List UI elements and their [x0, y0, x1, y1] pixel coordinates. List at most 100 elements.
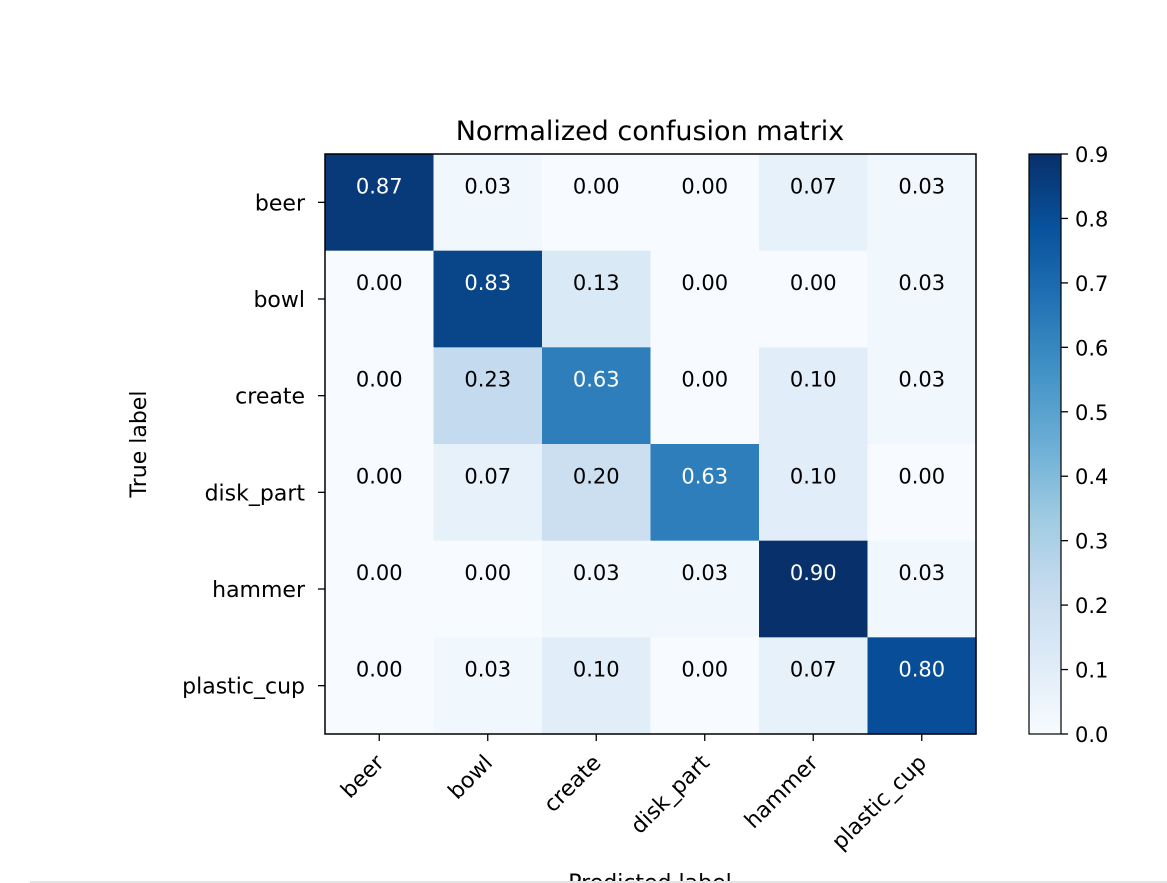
heatmap-cell-disk-part-beer	[325, 444, 435, 542]
colorbar-tick-label: 0.8	[1075, 207, 1108, 231]
colorbar-tick-label: 0.9	[1075, 143, 1108, 167]
heatmap-cell-plastic-cup-create	[542, 637, 652, 735]
heatmap-cell-bowl-disk-part	[650, 250, 760, 348]
cell-value-label: 0.00	[356, 658, 403, 682]
y-tick-label: disk_part	[205, 481, 306, 506]
cell-value-label: 0.07	[464, 464, 511, 488]
y-tick-label: create	[235, 385, 305, 410]
cell-value-label: 0.03	[464, 658, 511, 682]
heatmap-cell-bowl-create	[542, 250, 652, 348]
heatmap-cell-plastic-cup-hammer	[759, 637, 869, 735]
colorbar-tick-label: 0.0	[1075, 723, 1108, 747]
colorbar-tick-label: 0.1	[1075, 659, 1108, 683]
cell-value-label: 0.20	[573, 464, 620, 488]
y-tick-label: hammer	[212, 578, 306, 603]
x-tick-label: plastic_cup	[827, 751, 932, 856]
colorbar-tick-label: 0.5	[1075, 401, 1108, 425]
cell-value-label: 0.00	[573, 174, 620, 198]
cell-value-label: 0.03	[898, 271, 945, 295]
heatmap-cell-create-beer	[325, 347, 435, 445]
heatmap-cell-beer-beer	[325, 154, 435, 252]
heatmap-cell-beer-plastic-cup	[867, 154, 977, 252]
x-axis-label: Predicted label	[568, 871, 731, 883]
heatmap-cell-create-create	[542, 347, 652, 445]
x-tick-label: hammer	[740, 750, 824, 834]
heatmap-cell-beer-create	[542, 154, 652, 252]
cell-value-label: 0.07	[790, 174, 837, 198]
cell-value-label: 0.03	[681, 561, 728, 585]
heatmap-cell-labels: 0.87 0.03 0.00 0.00 0.07 0.03 0.00 0.83 0.13 0.00…	[356, 174, 945, 681]
cell-value-label: 0.23	[464, 368, 511, 392]
cell-value-label: 0.03	[898, 174, 945, 198]
cell-value-label: 0.03	[464, 174, 511, 198]
cell-value-label: 0.07	[790, 658, 837, 682]
cell-value-label: 0.00	[681, 174, 728, 198]
x-axis-ticks: beer bowl create disk_part hammer plastic_cup	[336, 734, 932, 855]
cell-value-label: 0.03	[573, 561, 620, 585]
heatmap-cell-beer-hammer	[759, 154, 869, 252]
heatmap-cell-plastic-cup-bowl	[433, 637, 543, 735]
cell-value-label: 0.03	[898, 561, 945, 585]
cell-value-label: 0.83	[464, 271, 511, 295]
heatmap-cell-hammer-create	[542, 540, 652, 638]
heatmap-cell-disk-part-create	[542, 444, 652, 542]
cell-value-label: 0.03	[898, 368, 945, 392]
heatmap-cell-disk-part-plastic-cup	[867, 444, 977, 542]
cell-value-label: 0.00	[681, 658, 728, 682]
colorbar	[1028, 153, 1062, 735]
cell-value-label: 0.00	[790, 271, 837, 295]
cell-value-label: 0.00	[681, 271, 728, 295]
x-tick-label: create	[539, 751, 606, 818]
cell-value-label: 0.10	[573, 658, 620, 682]
cell-value-label: 0.63	[573, 368, 620, 392]
cell-value-label: 0.00	[356, 464, 403, 488]
heatmap-cell-create-hammer	[759, 347, 869, 445]
y-tick-label: plastic_cup	[182, 675, 305, 700]
cell-value-label: 0.10	[790, 464, 837, 488]
heatmap-cell-disk-part-bowl	[433, 444, 543, 542]
cell-value-label: 0.00	[464, 561, 511, 585]
heatmap-cell-hammer-plastic-cup	[867, 540, 977, 638]
heatmap-cell-plastic-cup-disk-part	[650, 637, 760, 735]
heatmap-cell-create-disk-part	[650, 347, 760, 445]
chart-title: Normalized confusion matrix	[456, 116, 845, 147]
heatmap-cell-hammer-disk-part	[650, 540, 760, 638]
y-tick-label: bowl	[253, 288, 305, 313]
plot-frame	[324, 153, 977, 735]
y-axis-label: True label	[127, 391, 152, 499]
heatmap-cell-hammer-bowl	[433, 540, 543, 638]
heatmap-cell-hammer-hammer	[759, 540, 869, 638]
bottom-divider	[30, 881, 1167, 883]
cell-value-label: 0.87	[356, 174, 403, 198]
cell-value-label: 0.00	[356, 368, 403, 392]
heatmap-cells	[325, 154, 977, 735]
heatmap-cell-bowl-hammer	[759, 250, 869, 348]
x-tick-label: bowl	[444, 751, 498, 805]
cell-value-label: 0.80	[898, 658, 945, 682]
colorbar-tick-label: 0.2	[1075, 594, 1108, 618]
cell-value-label: 0.00	[356, 561, 403, 585]
cell-value-label: 0.00	[681, 368, 728, 392]
heatmap-cell-beer-bowl	[433, 154, 543, 252]
x-tick-label: disk_part	[626, 750, 715, 839]
heatmap-cell-bowl-bowl	[433, 250, 543, 348]
cell-value-label: 0.63	[681, 464, 728, 488]
colorbar-tick-label: 0.3	[1075, 530, 1108, 554]
heatmap-cell-disk-part-hammer	[759, 444, 869, 542]
heatmap-cell-plastic-cup-beer	[325, 637, 435, 735]
heatmap-cell-create-plastic-cup	[867, 347, 977, 445]
heatmap-cell-hammer-beer	[325, 540, 435, 638]
cell-value-label: 0.13	[573, 271, 620, 295]
heatmap-cell-disk-part-disk-part	[650, 444, 760, 542]
colorbar-tick-label: 0.6	[1075, 336, 1108, 360]
y-tick-label: beer	[255, 191, 306, 216]
cell-value-label: 0.00	[356, 271, 403, 295]
colorbar-tick-label: 0.7	[1075, 272, 1108, 296]
x-tick-label: beer	[336, 750, 390, 804]
heatmap-cell-bowl-beer	[325, 250, 435, 348]
heatmap-cell-beer-disk-part	[650, 154, 760, 252]
heatmap-cell-bowl-plastic-cup	[867, 250, 977, 348]
heatmap-cell-plastic-cup-plastic-cup	[867, 637, 977, 735]
